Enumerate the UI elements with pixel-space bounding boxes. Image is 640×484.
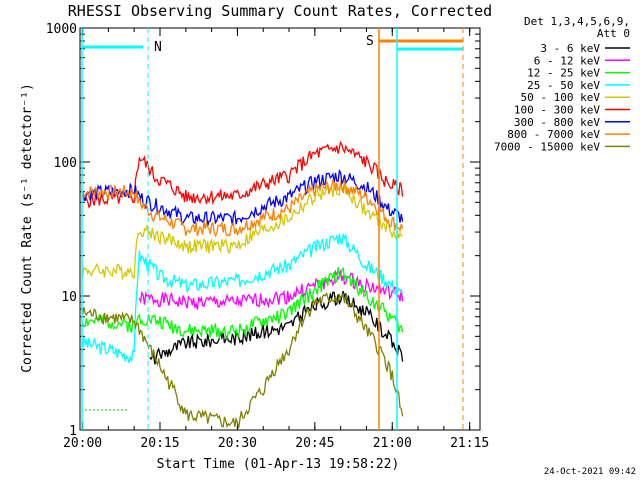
legend-entry-label: 50 - 100 keV — [521, 91, 601, 104]
plot-frame — [79, 27, 481, 431]
legend-entry-label: 300 - 800 keV — [514, 116, 600, 129]
x-tick-label: 21:00 — [373, 436, 412, 451]
series-line — [81, 291, 404, 429]
x-tick-label: 20:30 — [218, 436, 257, 451]
legend-entry-label: 800 - 7000 keV — [507, 128, 600, 141]
chart-title: RHESSI Observing Summary Count Rates, Co… — [68, 2, 492, 20]
series-line — [81, 180, 403, 281]
x-tick-label: 20:45 — [295, 436, 334, 451]
legend-header-line-2: Att 0 — [597, 27, 630, 40]
legend-entry-label: 25 - 50 keV — [527, 79, 600, 92]
series-line — [81, 266, 404, 340]
series-line — [149, 290, 404, 365]
marker-label-s: S — [366, 34, 374, 49]
marker-label-n: N — [154, 40, 162, 55]
y-tick-label: 10 — [61, 290, 77, 305]
series-layer — [81, 140, 404, 429]
y-tick-label: 1000 — [46, 22, 77, 37]
x-tick-label: 20:15 — [140, 436, 179, 451]
legend-entry-label: 100 - 300 keV — [514, 104, 600, 117]
series-line — [81, 140, 404, 209]
x-tick-label: 20:00 — [63, 436, 102, 451]
x-axis-label: Start Time (01-Apr-13 19:58:22) — [157, 457, 400, 472]
legend-entry-label: 6 - 12 keV — [534, 54, 601, 67]
legend-entry-label: 7000 - 15000 keV — [494, 140, 600, 153]
legend-entry-label: 3 - 6 keV — [540, 42, 600, 55]
series-line — [81, 168, 404, 227]
y-tick-label: 100 — [54, 156, 77, 171]
legend-header-line-1: Det 1,3,4,5,6,9, — [524, 15, 630, 28]
legend-entry-label: 12 - 25 keV — [527, 67, 600, 80]
footer-timestamp: 24-Oct-2021 09:42 — [544, 467, 636, 477]
y-axis-label: Corrected Count Rate (s⁻¹ detector⁻¹) — [20, 83, 35, 373]
y-tick-label: 1 — [69, 424, 77, 439]
series-line — [81, 179, 404, 238]
x-tick-label: 21:15 — [450, 436, 489, 451]
plot-area: 20:00 20:15 20:30 20:45 21:00 21:15 1000 100 10 1 — [46, 22, 490, 451]
series-line — [138, 269, 404, 310]
series-line — [81, 232, 404, 363]
